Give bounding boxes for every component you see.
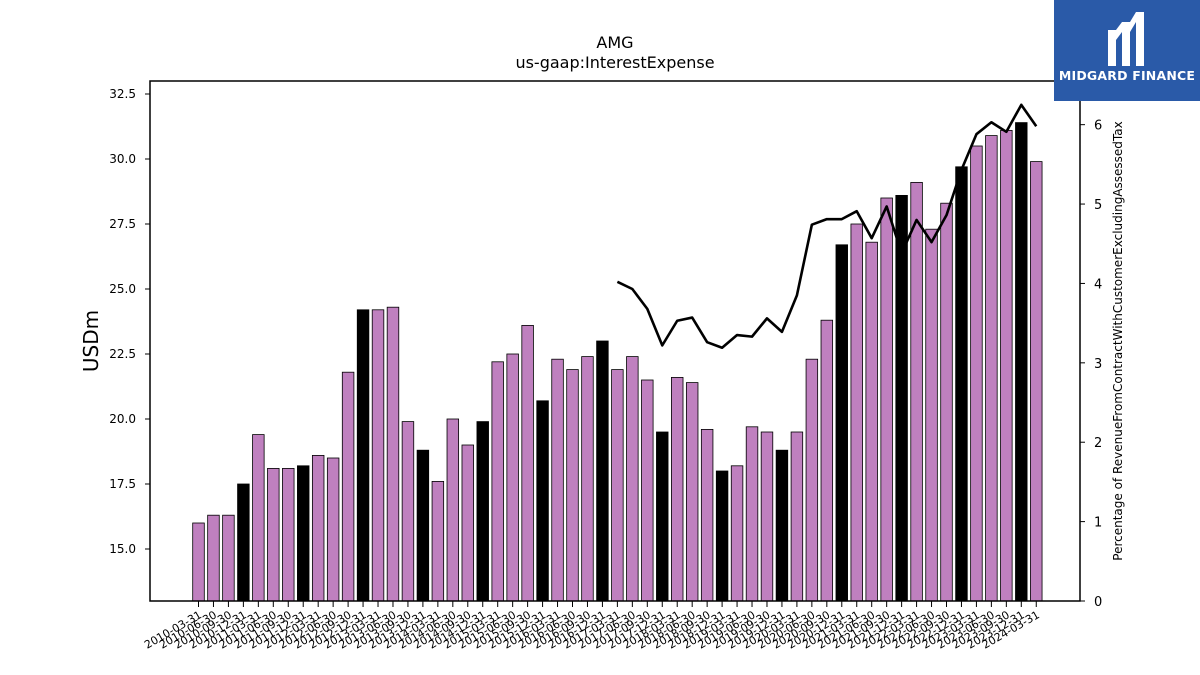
y2-tick-label: 2 (1094, 436, 1102, 451)
bar-2012-12-31 (356, 309, 370, 602)
bar-2015-06-30 (506, 353, 519, 602)
bar-2010-12-31 (237, 483, 250, 602)
y-tick-label: 15.0 (109, 542, 136, 556)
y2-tick-label: 0 (1094, 595, 1102, 610)
bar-2013-06-30 (386, 306, 400, 602)
bar-2016-12-31 (596, 340, 609, 602)
bar-2012-03-31 (311, 454, 325, 602)
bar-2020-06-30 (805, 358, 819, 602)
chart-subtitle: us-gaap:InterestExpense (515, 53, 714, 72)
y-tick-label: 22.5 (109, 347, 136, 361)
bar-2019-09-30 (760, 431, 774, 602)
plot-frame (149, 80, 1081, 602)
bar-2018-06-30 (685, 382, 699, 602)
bar-2011-12-31 (297, 465, 310, 602)
bar-2010-06-30 (207, 514, 220, 602)
bar-2020-03-31 (790, 431, 804, 602)
bar-2014-09-30 (461, 444, 474, 602)
bar-2021-09-30 (880, 197, 893, 602)
bar-2011-06-30 (267, 467, 280, 602)
y-tick-label: 30.0 (109, 152, 136, 166)
bar-2017-09-30 (641, 379, 654, 602)
bar-2023-06-30 (985, 135, 998, 602)
bar-2017-06-30 (626, 356, 639, 602)
y-tick-label: 20.0 (109, 412, 136, 426)
bar-2021-06-30 (865, 241, 878, 602)
bar-2011-09-30 (282, 467, 295, 602)
y2-tick-label: 4 (1094, 277, 1102, 292)
bar-2016-06-30 (566, 369, 579, 602)
bar-2016-09-30 (581, 356, 594, 602)
bar-2017-12-31 (656, 431, 669, 602)
y2-tick-label: 6 (1094, 119, 1102, 134)
bar-2018-09-30 (700, 428, 714, 602)
bar-2013-09-30 (401, 421, 415, 602)
bar-2014-03-31 (431, 480, 445, 602)
bar-2018-12-31 (715, 470, 729, 602)
bar-2022-09-30 (940, 202, 953, 602)
bar-2021-03-31 (850, 223, 863, 602)
bar-2012-09-30 (341, 371, 355, 602)
ratio-line-group (616, 103, 1038, 350)
y-axis-label: USDm (79, 310, 103, 372)
ratio-line (616, 103, 1038, 350)
y2-tick-label: 5 (1094, 198, 1102, 213)
y-tick-label: 17.5 (109, 477, 136, 491)
bar-2011-03-31 (252, 434, 265, 602)
bar-2022-03-31 (910, 181, 923, 602)
bar-2016-03-31 (551, 358, 564, 602)
bar-2019-12-31 (775, 449, 789, 602)
y2-tick-label: 1 (1094, 516, 1102, 531)
x-axis: 2010-03-312010-06-302010-09-302010-12-31… (142, 601, 1042, 652)
bar-2014-12-31 (476, 421, 489, 602)
y-axis-right: 0 1 2 3 4 5 6 (1080, 119, 1102, 610)
y-tick-label: 25.0 (109, 282, 136, 296)
bar-2021-12-31 (895, 194, 908, 602)
bar-2012-06-30 (326, 457, 340, 602)
chart-title: AMG (596, 33, 633, 52)
brand-name: MIDGARD FINANCE (1058, 68, 1196, 83)
bar-2017-03-31 (611, 369, 624, 602)
y-tick-label: 27.5 (109, 217, 136, 231)
bar-2014-06-30 (446, 418, 460, 602)
bar-2015-09-30 (521, 324, 534, 602)
brand-logo: MIDGARD FINANCE (1054, 0, 1200, 101)
y-tick-label: 32.5 (109, 87, 136, 101)
y2-axis-label: Percentage of RevenueFromContractWithCus… (1111, 121, 1125, 560)
bar-2023-12-31 (1015, 122, 1028, 602)
bar-group (192, 122, 1043, 602)
bar-2015-03-31 (491, 361, 504, 602)
midgard-logo-icon (1108, 12, 1144, 66)
bar-2019-03-31 (730, 465, 744, 602)
bar-2018-03-31 (671, 376, 684, 602)
bar-2023-03-31 (970, 145, 983, 602)
y2-tick-label: 3 (1094, 357, 1102, 372)
bar-2010-09-30 (222, 514, 235, 602)
bar-2019-06-30 (745, 426, 759, 602)
y-axis-left: 15.0 17.5 20.0 22.5 25.0 27.5 30.0 32.5 (109, 87, 150, 556)
bar-2022-06-30 (925, 228, 938, 602)
bar-2024-03-31 (1030, 161, 1043, 602)
bar-2022-12-31 (955, 166, 968, 602)
bar-2013-12-31 (416, 449, 430, 602)
bar-2020-12-31 (835, 244, 848, 602)
bar-2015-12-31 (536, 400, 549, 602)
bar-2023-09-30 (1000, 129, 1013, 602)
bar-2010-03-31 (192, 522, 205, 602)
bar-2013-03-31 (371, 309, 385, 602)
bar-2020-09-30 (820, 319, 834, 602)
